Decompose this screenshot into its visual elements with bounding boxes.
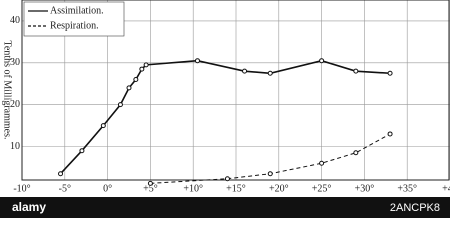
background [0,0,450,218]
point-marker [387,131,393,137]
point-marker [133,77,139,83]
x-tick-label: -5° [59,183,71,194]
watermark-bar [0,197,450,218]
point-marker [353,68,359,74]
y-tick-label: 10 [10,141,20,152]
x-tick-label: +5° [143,183,158,194]
point-marker [79,148,85,154]
x-tick-label: +10° [183,183,203,194]
point-marker [353,150,359,156]
y-tick-label: 20 [10,99,20,110]
point-marker [139,66,145,72]
point-marker [267,171,273,177]
legend-label: Respiration. [50,20,99,31]
y-tick-label: 40 [10,15,20,26]
point-marker [117,102,123,108]
chart: Tenths of Milligrammes. alamy 2ANCPK8 10… [0,0,450,218]
legend-box [23,1,125,37]
point-marker [58,171,64,177]
point-marker [147,180,153,186]
x-tick-label: +25° [312,183,332,194]
point-marker [267,70,273,76]
series-line [150,133,391,184]
series-line [59,59,391,175]
point-marker [319,58,325,64]
point-marker [194,58,200,64]
watermark-brand: alamy [12,200,46,214]
x-tick-label: +35° [397,183,417,194]
x-tick-label: +40 [442,183,450,194]
point-marker [242,68,248,74]
x-tick-label: +20° [269,183,289,194]
point-marker [387,70,393,76]
legend-label: Assimilation. [50,5,104,16]
x-tick-label: +15° [226,183,246,194]
x-tick-label: 0° [103,183,112,194]
y-axis-title: Tenths of Milligrammes. [2,40,13,139]
point-marker [100,123,106,129]
point-marker [143,62,149,68]
point-marker [224,176,230,182]
point-marker [126,85,132,91]
x-tick-label: -10° [13,183,30,194]
y-tick-label: 30 [10,57,20,68]
x-tick-label: +30° [355,183,375,194]
watermark-id: 2ANCPK8 [390,202,440,214]
plot-frame [21,0,450,181]
point-marker [319,160,325,166]
